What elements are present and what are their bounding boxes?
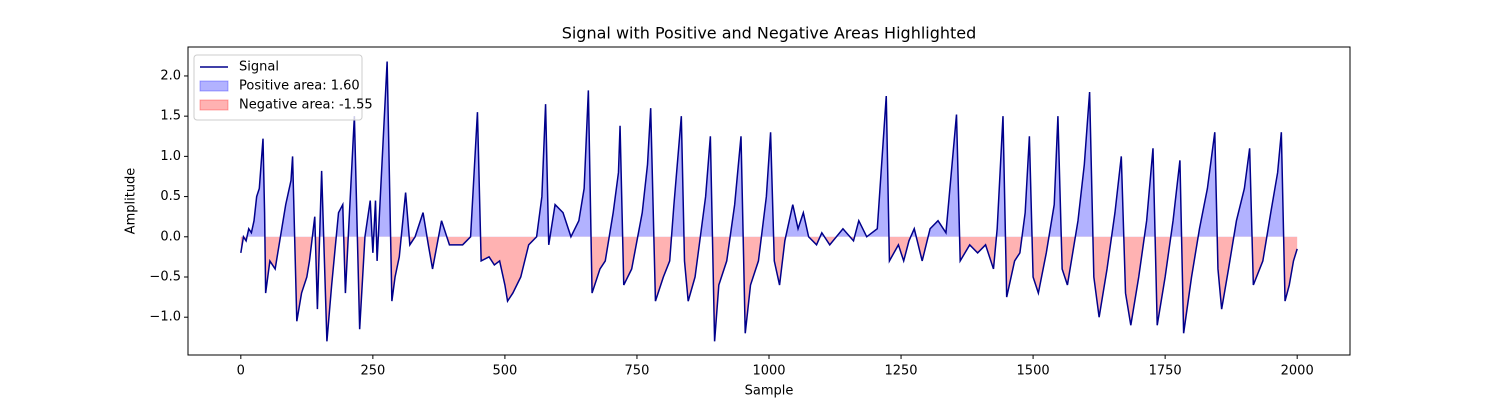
legend-label: Negative area: -1.55 [239, 98, 373, 113]
y-tick-label: 1.0 [160, 149, 181, 164]
y-tick-label: −0.5 [149, 269, 181, 284]
legend-label: Signal [239, 60, 279, 75]
y-tick-label: 2.0 [160, 68, 181, 83]
x-tick-label: 1000 [752, 364, 785, 379]
y-tick-label: 0.5 [160, 189, 181, 204]
x-tick-label: 1250 [884, 364, 917, 379]
x-axis-label: Sample [745, 384, 794, 399]
legend-patch [199, 99, 229, 111]
y-axis-label: Amplitude [124, 168, 139, 235]
legend-patch [199, 80, 229, 92]
x-tick-label: 1750 [1149, 364, 1182, 379]
x-tick-label: 500 [492, 364, 517, 379]
signal-line [240, 61, 1298, 342]
x-tick-label: 250 [360, 364, 385, 379]
x-tick-label: 1500 [1017, 364, 1050, 379]
legend-label: Positive area: 1.60 [239, 79, 360, 94]
x-tick-label: 750 [625, 364, 650, 379]
y-tick-label: −1.0 [149, 310, 181, 325]
y-tick-label: 1.5 [160, 109, 181, 124]
x-tick-label: 2000 [1281, 364, 1314, 379]
positive-area [246, 61, 1284, 237]
x-tick-label: 0 [237, 364, 245, 379]
y-tick-label: 0.0 [160, 229, 181, 244]
plot-frame [187, 46, 1351, 356]
legend-box [193, 54, 363, 121]
chart-title: Signal with Positive and Negative Areas … [562, 24, 977, 43]
